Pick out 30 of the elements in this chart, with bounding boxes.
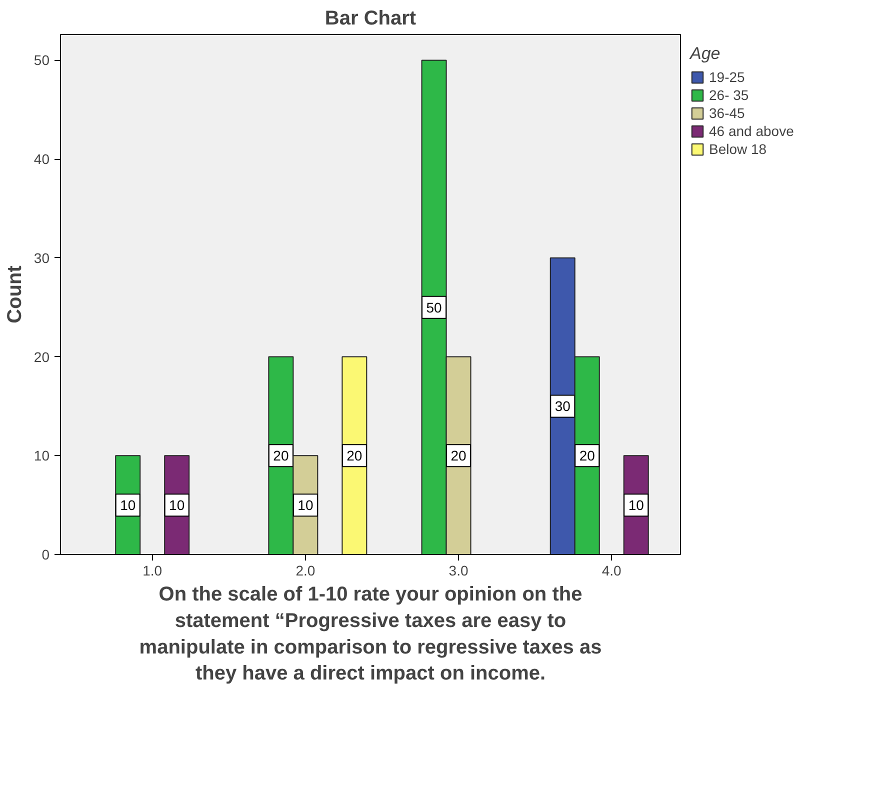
data-label: 20 <box>346 448 362 464</box>
y-tick-label: 30 <box>34 250 50 266</box>
y-tick-label: 40 <box>34 151 50 168</box>
data-label: 10 <box>628 497 644 514</box>
legend-label: 36-45 <box>709 105 745 121</box>
chart-title: Bar Chart <box>324 8 416 30</box>
legend-label: 46 and above <box>709 123 794 139</box>
legend-title: Age <box>690 44 722 64</box>
x-tick-label: 2.0 <box>296 562 316 578</box>
legend-label: Below 18 <box>709 141 767 157</box>
y-axis-title: Count <box>4 265 26 324</box>
data-label: 10 <box>120 497 136 514</box>
data-label: 20 <box>450 448 467 464</box>
bar <box>342 356 368 554</box>
legend-label: 26- 35 <box>709 87 749 103</box>
y-tick-label: 10 <box>34 448 50 464</box>
data-label: 10 <box>169 497 185 514</box>
data-label: 50 <box>426 299 442 316</box>
x-tick-label: 3.0 <box>448 562 468 578</box>
x-tick-label: 4.0 <box>602 562 622 578</box>
data-label: 20 <box>273 448 289 464</box>
y-tick-label: 0 <box>42 546 50 562</box>
legend-label: 19-25 <box>709 69 745 85</box>
x-axis-title: On the scale of 1-10 rate your opinion on the statement “Progressive taxes are easy to manipulate in comparison to regressive taxes as they have a direct impact on income. <box>139 584 602 685</box>
y-tick-label: 50 <box>34 52 50 68</box>
y-tick-label: 20 <box>34 348 50 365</box>
data-label: 20 <box>579 448 596 464</box>
data-label: 30 <box>554 398 571 414</box>
data-label: 10 <box>298 497 314 514</box>
x-tick-label: 1.0 <box>142 562 162 578</box>
